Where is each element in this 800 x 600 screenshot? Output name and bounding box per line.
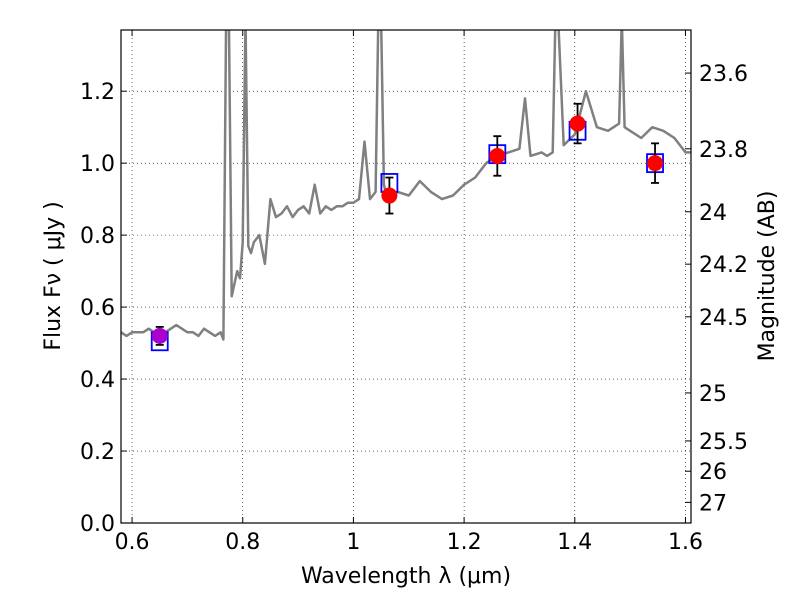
mag-tick-label: 25 [699, 382, 727, 407]
x-tick-label: 0.6 [115, 530, 150, 555]
observed-flux-point [569, 115, 586, 132]
mag-tick-label: 23.8 [699, 138, 748, 163]
x-tick-label: 1.6 [668, 530, 703, 555]
mag-tick-label: 24.5 [699, 306, 748, 331]
mag-tick-label: 26 [699, 460, 727, 485]
x-tick-label: 1.4 [557, 530, 592, 555]
mag-tick-label: 23.6 [699, 62, 748, 87]
x-tick-label: 1 [346, 530, 360, 555]
y-tick-label: 0.0 [80, 512, 115, 537]
observed-flux-point [489, 147, 506, 164]
mag-tick-label: 27 [699, 491, 727, 516]
y-tick-label: 1.0 [80, 152, 115, 177]
x-tick-label: 1.2 [447, 530, 482, 555]
observed-flux-point [647, 155, 664, 172]
y-tick-label: 0.2 [80, 440, 115, 465]
model-spectrum-line [121, 30, 691, 341]
plot-area [121, 30, 691, 352]
y-tick-label: 0.4 [80, 368, 115, 393]
mag-tick-label: 25.5 [699, 430, 748, 455]
y-tick-label: 0.6 [80, 296, 115, 321]
axis-ticks: 0.6 0.8 1 1.2 1.4 1.6 0.0 0.2 0.4 0.6 0.8 1.0 1.2 23.… [80, 30, 748, 555]
observed-flux-point [381, 187, 398, 204]
x-axis-label: Wavelength λ (μm) [301, 564, 511, 589]
y-axis-label: Flux Fν ( μJy ) [41, 201, 66, 350]
mag-tick-label: 24 [699, 201, 727, 226]
x-tick-label: 0.8 [225, 530, 260, 555]
plot-frame [120, 29, 692, 524]
y-tick-label: 0.8 [80, 224, 115, 249]
mag-tick-label: 24.2 [699, 253, 748, 278]
observed-flux-point [151, 327, 168, 344]
y-axis-right-label: Magnitude (AB) [755, 191, 780, 362]
y-tick-label: 1.2 [80, 80, 115, 105]
